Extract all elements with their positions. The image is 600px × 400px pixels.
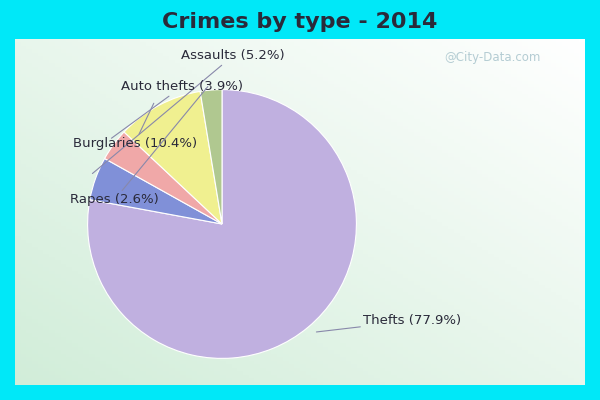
Text: Rapes (2.6%): Rapes (2.6%) — [70, 86, 208, 206]
Text: @City-Data.com: @City-Data.com — [444, 52, 540, 64]
Text: Auto thefts (3.9%): Auto thefts (3.9%) — [112, 80, 242, 138]
Text: Assaults (5.2%): Assaults (5.2%) — [92, 50, 284, 174]
Wedge shape — [200, 90, 222, 224]
Text: Burglaries (10.4%): Burglaries (10.4%) — [73, 103, 197, 150]
Wedge shape — [124, 91, 222, 224]
Text: Thefts (77.9%): Thefts (77.9%) — [316, 314, 461, 332]
Wedge shape — [104, 132, 222, 224]
Wedge shape — [90, 158, 222, 224]
Wedge shape — [88, 90, 356, 358]
Text: Crimes by type - 2014: Crimes by type - 2014 — [163, 12, 437, 32]
